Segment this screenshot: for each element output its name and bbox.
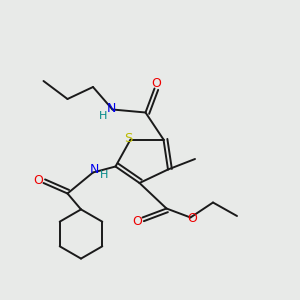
Text: O: O — [132, 214, 142, 228]
Text: S: S — [124, 132, 133, 146]
Text: H: H — [100, 170, 109, 181]
Text: N: N — [90, 163, 99, 176]
Text: H: H — [98, 111, 107, 121]
Text: N: N — [107, 102, 117, 115]
Text: O: O — [33, 174, 43, 187]
Text: O: O — [188, 212, 197, 225]
Text: O: O — [151, 76, 161, 90]
